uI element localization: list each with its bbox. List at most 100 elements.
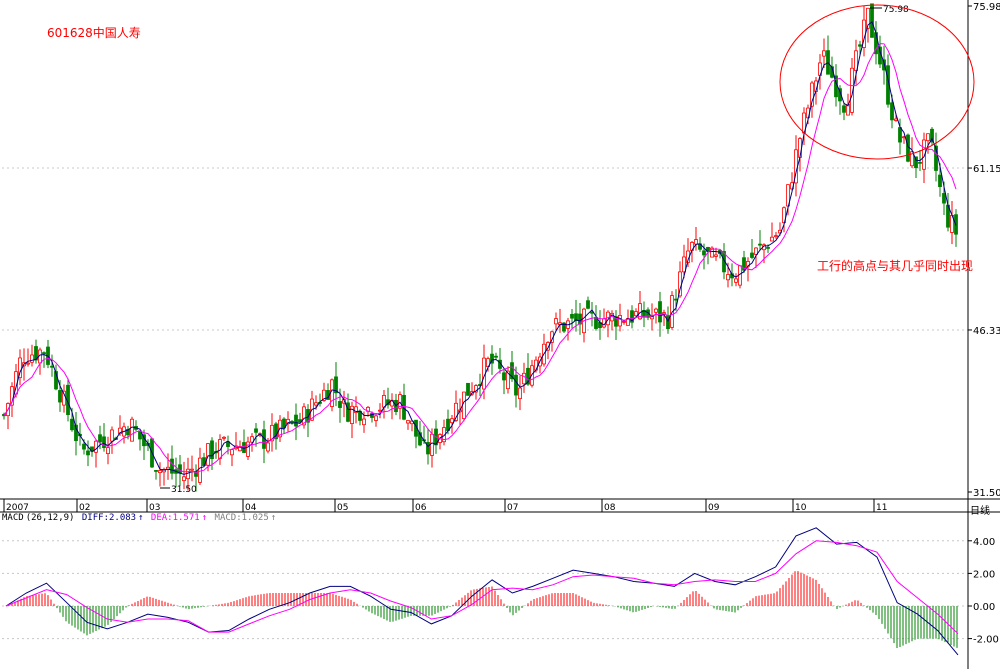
candle-body[interactable] [286, 418, 290, 425]
candle-body[interactable] [514, 374, 518, 396]
candle-body[interactable] [858, 44, 862, 47]
candle-body[interactable] [430, 433, 434, 456]
candle-body[interactable] [274, 423, 278, 440]
candle-body[interactable] [574, 313, 578, 322]
candle-body[interactable] [266, 442, 270, 452]
candle-body[interactable] [198, 457, 202, 483]
candle-body[interactable] [810, 82, 814, 107]
candle-body[interactable] [850, 67, 854, 113]
candle-body[interactable] [682, 256, 686, 273]
candle-body[interactable] [754, 247, 758, 255]
candle-body[interactable] [502, 372, 506, 381]
candle-body[interactable] [70, 418, 74, 431]
candle-body[interactable] [398, 394, 402, 409]
candle-body[interactable] [942, 193, 946, 204]
candle-body[interactable] [102, 436, 106, 448]
candle-body[interactable] [362, 418, 366, 426]
candle-body[interactable] [630, 310, 634, 323]
candle-body[interactable] [374, 415, 378, 421]
candle-body[interactable] [418, 432, 422, 446]
candle-body[interactable] [658, 301, 662, 323]
candle-body[interactable] [34, 346, 38, 361]
candle-body[interactable] [618, 315, 622, 327]
candle-body[interactable] [554, 318, 558, 325]
candle-body[interactable] [170, 458, 174, 474]
candle-body[interactable] [302, 406, 306, 426]
candle-body[interactable] [614, 316, 618, 327]
period-label[interactable]: 日线 [970, 506, 990, 517]
candle-body[interactable] [938, 174, 942, 187]
candle-body[interactable] [914, 156, 918, 169]
candle-body[interactable] [110, 429, 114, 442]
candle-body[interactable] [58, 390, 62, 403]
candle-body[interactable] [546, 342, 550, 351]
candle-body[interactable] [882, 59, 886, 71]
candle-body[interactable] [190, 468, 194, 471]
candle-body[interactable] [694, 239, 698, 245]
candle-body[interactable] [474, 385, 478, 393]
candle-body[interactable] [370, 413, 374, 418]
candle-body[interactable] [478, 384, 482, 387]
candle-body[interactable] [510, 362, 514, 380]
candle-body[interactable] [406, 420, 410, 424]
candle-body[interactable] [182, 476, 186, 482]
candle-body[interactable] [638, 303, 642, 320]
candle-body[interactable] [282, 418, 286, 429]
candle-body[interactable] [742, 257, 746, 271]
candle-body[interactable] [106, 447, 110, 455]
candle-body[interactable] [254, 428, 258, 433]
candle-body[interactable] [922, 139, 926, 170]
candle-body[interactable] [426, 442, 430, 455]
candle-body[interactable] [350, 405, 354, 425]
candle-body[interactable] [918, 161, 922, 164]
candle-body[interactable] [526, 367, 530, 385]
candle-body[interactable] [774, 235, 778, 238]
candle-body[interactable] [910, 151, 914, 167]
candle-body[interactable] [506, 370, 510, 390]
candle-body[interactable] [74, 424, 78, 442]
candle-body[interactable] [18, 357, 22, 379]
candle-body[interactable] [890, 102, 894, 121]
candle-body[interactable] [82, 443, 86, 450]
candle-body[interactable] [710, 247, 714, 258]
candle-body[interactable] [314, 402, 318, 406]
candle-body[interactable] [654, 308, 658, 313]
candle-body[interactable] [770, 236, 774, 242]
candle-body[interactable] [674, 298, 678, 301]
candle-body[interactable] [450, 418, 454, 424]
candle-body[interactable] [354, 406, 358, 413]
candle-body[interactable] [734, 278, 738, 283]
candle-body[interactable] [206, 443, 210, 466]
candle-body[interactable] [702, 250, 706, 256]
candle-body[interactable] [290, 420, 294, 423]
candle-body[interactable] [270, 424, 274, 442]
candle-body[interactable] [670, 295, 674, 328]
candle-body[interactable] [594, 316, 598, 329]
candle-body[interactable] [726, 274, 730, 281]
candle-body[interactable] [246, 441, 250, 457]
candle-body[interactable] [494, 355, 498, 358]
candle-body[interactable] [490, 353, 494, 364]
candle-body[interactable] [750, 252, 754, 258]
candle-body[interactable] [158, 470, 162, 474]
candle-body[interactable] [758, 243, 762, 246]
candle-body[interactable] [570, 313, 574, 319]
candle-body[interactable] [94, 440, 98, 453]
candle-body[interactable] [518, 387, 522, 400]
candle-body[interactable] [30, 354, 34, 363]
candle-body[interactable] [378, 409, 382, 412]
candle-body[interactable] [86, 450, 90, 456]
candle-body[interactable] [98, 434, 102, 443]
candle-body[interactable] [842, 105, 846, 113]
candle-body[interactable] [306, 409, 310, 423]
candle-body[interactable] [130, 418, 134, 442]
candle-body[interactable] [162, 469, 166, 473]
candle-body[interactable] [42, 352, 46, 355]
candle-body[interactable] [934, 145, 938, 171]
candle-body[interactable] [118, 427, 122, 435]
candle-body[interactable] [50, 365, 54, 368]
price-candles[interactable]: 75.98 31.50 [2, 3, 958, 495]
candle-body[interactable] [926, 133, 930, 142]
candle-body[interactable] [466, 382, 470, 396]
candle-body[interactable] [586, 300, 590, 309]
